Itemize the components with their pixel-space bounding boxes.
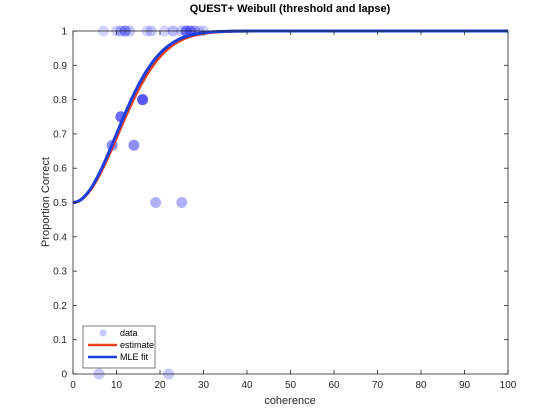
plot-background	[73, 31, 508, 374]
y-tick-label: 1	[61, 27, 67, 38]
legend-label-mle-fit: MLE fit	[120, 352, 149, 362]
y-axis-label: Proportion Correct	[40, 157, 52, 247]
x-tick-label: 100	[500, 380, 517, 391]
legend-label-estimate: estimate	[120, 340, 154, 350]
x-tick-label: 0	[70, 380, 76, 391]
legend: data estimate MLE fit	[82, 325, 156, 369]
legend-marker-data	[99, 329, 107, 337]
data-point	[176, 197, 188, 208]
x-tick-label: 70	[372, 380, 384, 391]
x-tick-label: 50	[285, 380, 297, 391]
x-tick-label: 10	[111, 380, 123, 391]
y-tick-label: 0.7	[53, 129, 67, 140]
x-tick-label: 60	[328, 380, 340, 391]
y-tick-label: 0.6	[53, 164, 67, 175]
x-tick-label: 80	[415, 380, 427, 391]
y-tick-label: 0.2	[53, 301, 67, 312]
y-tick-label: 0	[61, 370, 67, 381]
x-tick-label: 40	[241, 380, 253, 391]
data-point	[128, 139, 140, 151]
y-tick-label: 0.3	[53, 267, 67, 278]
x-tick-label: 30	[198, 380, 210, 391]
y-tick-label: 0.9	[53, 61, 67, 72]
legend-label-data: data	[120, 328, 138, 338]
legend-box	[82, 325, 156, 369]
data-point	[137, 94, 149, 106]
y-tick-label: 0.5	[53, 198, 67, 209]
y-tick-label: 0.8	[53, 95, 67, 106]
y-tick-label: 0.1	[53, 335, 67, 346]
x-axis-label: coherence	[264, 395, 315, 407]
x-axis: 0 10 20 30 40 50 60 70 80 90 100	[70, 31, 517, 391]
x-tick-label: 90	[459, 380, 471, 391]
y-tick-label: 0.4	[53, 232, 67, 243]
chart-title: QUEST+ Weibull (threshold and lapse)	[190, 3, 391, 15]
data-point	[150, 197, 162, 208]
plot-area	[72, 25, 509, 380]
y-axis: 0 0.1 0.2 0.3 0.4 0.5 0.6 0.7 0.8 0.9 1	[53, 27, 508, 381]
x-tick-label: 20	[154, 380, 166, 391]
